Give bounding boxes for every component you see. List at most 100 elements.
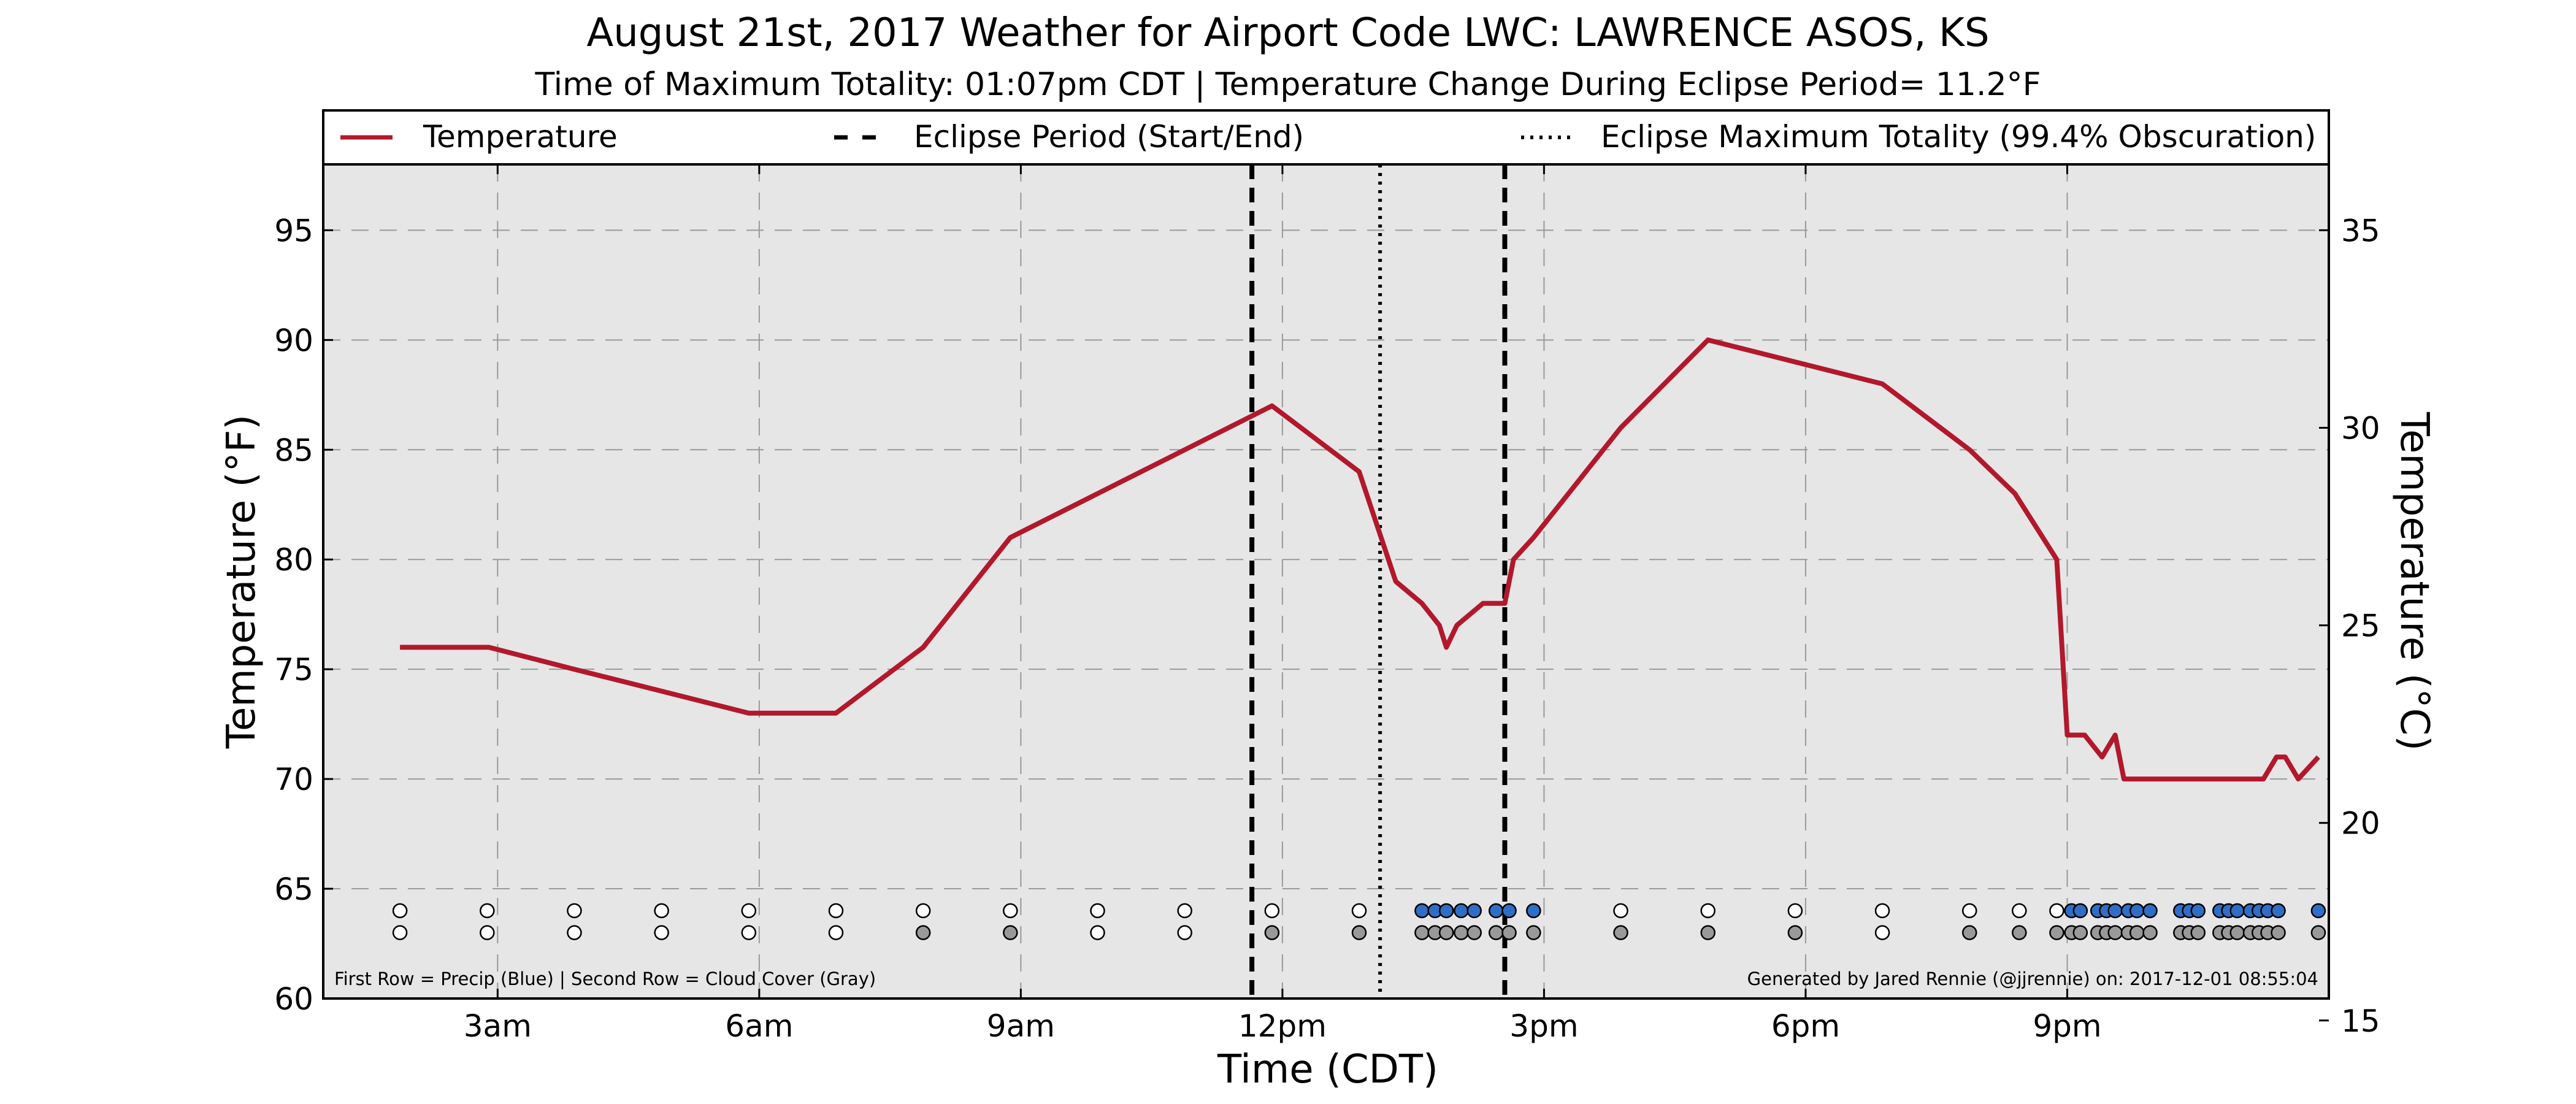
precip-marker	[915, 903, 931, 919]
cloud-marker	[654, 925, 669, 940]
precip-marker	[2142, 903, 2158, 919]
cloud-marker	[1526, 925, 1541, 940]
x-tick-label: 3pm	[1509, 1008, 1578, 1044]
precip-marker	[828, 903, 844, 919]
temperature-line	[400, 337, 2320, 782]
precip-marker	[1264, 903, 1280, 919]
precip-marker	[1438, 903, 1454, 919]
cloud-marker	[1700, 925, 1715, 940]
grid-lines	[323, 164, 2329, 999]
cloud-marker	[2072, 925, 2088, 940]
precip-marker	[480, 903, 495, 919]
precip-marker	[1501, 903, 1517, 919]
plot-background	[323, 164, 2329, 999]
y-axis-title-left: Temperature (°F)	[219, 415, 264, 749]
precip-marker	[1090, 903, 1105, 919]
y-tick-label-right: 30	[2341, 410, 2380, 446]
cloud-marker	[1438, 925, 1454, 940]
legend-eclipse-period-label: Eclipse Period (Start/End)	[914, 119, 1304, 155]
precip-marker	[2072, 903, 2088, 919]
y-tick-label-left: 65	[274, 872, 313, 907]
cloud-marker	[2271, 925, 2286, 940]
cloud-marker	[1003, 925, 1018, 940]
y-tick-label-left: 80	[274, 542, 313, 578]
cloud-marker	[567, 925, 582, 940]
precip-marker	[1526, 903, 1541, 919]
chart-subtitle: Time of Maximum Totality: 01:07pm CDT | …	[535, 66, 2041, 103]
precip-marker	[1454, 903, 1469, 919]
cloud-marker	[1961, 925, 1977, 940]
precip-marker	[392, 903, 408, 919]
cloud-marker	[480, 925, 495, 940]
cloud-marker	[828, 925, 844, 940]
series-group	[400, 337, 2320, 782]
x-tick-label: 9am	[987, 1008, 1055, 1044]
cloud-marker	[1264, 925, 1280, 940]
precip-marker	[1351, 903, 1367, 919]
eclipse-markers	[1249, 164, 1508, 999]
precip-marker	[1003, 903, 1018, 919]
legend: Temperature Eclipse Period (Start/End) E…	[322, 109, 2330, 166]
precip-marker	[567, 903, 582, 919]
precip-marker	[654, 903, 669, 919]
cloud-marker	[1787, 925, 1803, 940]
precip-marker	[1874, 903, 1890, 919]
precip-marker	[2229, 903, 2245, 919]
y-tick-label-left: 85	[274, 432, 313, 468]
x-tick-label: 9pm	[2033, 1008, 2101, 1044]
axes: 3am 6am 9am 12pm 3pm 6pm 9pm 60 65 70 75 80 85 90 95 15…	[274, 164, 2380, 1044]
precip-marker	[2129, 903, 2145, 919]
x-axis-title: Time (CDT)	[1217, 1047, 1438, 1092]
cloud-marker	[1488, 925, 1504, 940]
precip-marker	[1177, 903, 1192, 919]
cloud-marker	[2012, 925, 2027, 940]
cloud-marker	[392, 925, 408, 940]
chart-title: August 21st, 2017 Weather for Airport Co…	[586, 10, 1989, 56]
y-tick-label-right: 20	[2341, 806, 2380, 841]
y-tick-label-right: 35	[2341, 213, 2380, 248]
precip-marker	[1961, 903, 1977, 919]
cloud-marker	[1090, 925, 1105, 940]
cloud-marker	[1501, 925, 1517, 940]
precip-marker	[2310, 903, 2326, 919]
precip-marker	[1414, 903, 1430, 919]
cloud-marker	[1351, 925, 1367, 940]
precip-marker	[2271, 903, 2286, 919]
cloud-marker	[1177, 925, 1192, 940]
precip-marker	[2107, 903, 2123, 919]
cloud-marker	[1414, 925, 1430, 940]
precip-marker	[2190, 903, 2206, 919]
y-tick-label-left: 90	[274, 323, 313, 358]
x-tick-label: 6pm	[1771, 1008, 1840, 1044]
cloud-marker	[2190, 925, 2206, 940]
cloud-marker	[2142, 925, 2158, 940]
precip-marker	[1700, 903, 1715, 919]
legend-box	[322, 109, 2330, 166]
precip-marker	[1613, 903, 1628, 919]
y-tick-label-left: 70	[274, 762, 313, 797]
legend-temperature-label: Temperature	[423, 119, 618, 155]
cloud-marker	[2129, 925, 2145, 940]
precip-marker	[1488, 903, 1504, 919]
cloud-marker	[2107, 925, 2123, 940]
precip-marker	[2049, 903, 2064, 919]
x-tick-label: 3am	[464, 1008, 532, 1044]
legend-eclipse-max-label: Eclipse Maximum Totality (99.4% Obscurat…	[1601, 119, 2316, 155]
cloud-marker	[2229, 925, 2245, 940]
cloud-marker	[1454, 925, 1469, 940]
footnote-left: First Row = Precip (Blue) | Second Row =…	[334, 968, 876, 989]
cloud-marker	[915, 925, 931, 940]
y-tick-label-left: 60	[274, 981, 313, 1017]
y-tick-label-left: 95	[274, 213, 313, 248]
cloud-marker	[1466, 925, 1482, 940]
y-tick-label-right: 25	[2341, 608, 2380, 644]
precip-marker	[741, 903, 757, 919]
x-tick-label: 6am	[725, 1008, 793, 1044]
cloud-marker	[741, 925, 757, 940]
y-axis-title-right: Temperature (°C)	[2391, 412, 2437, 751]
precip-marker	[1787, 903, 1803, 919]
precip-marker	[1466, 903, 1482, 919]
cloud-marker	[2049, 925, 2064, 940]
y-tick-label-right: 15	[2341, 1003, 2380, 1039]
